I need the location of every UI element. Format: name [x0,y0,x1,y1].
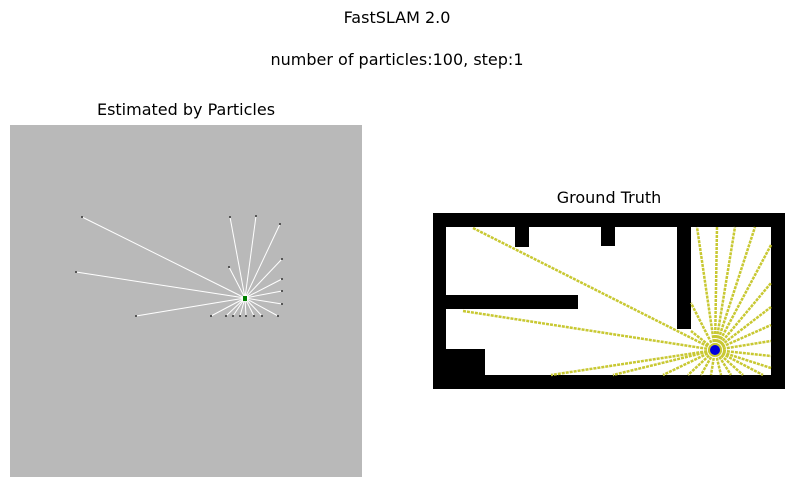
estimated-plot-canvas [75,215,283,317]
scan-ray [550,348,716,377]
scan-ray [81,216,246,299]
particle-scan-rays [75,215,283,317]
scan-ray [714,323,772,352]
map-wall [433,213,785,227]
map-obstacle [446,349,485,375]
scan-ray [687,349,716,376]
scan-ray [210,297,246,317]
landmark-point [281,278,283,280]
scan-ray [612,348,716,377]
scan-ray [714,349,744,376]
scan-ray [689,302,717,351]
map-obstacle [515,227,529,247]
ground-truth-map [433,213,785,389]
scan-ray [713,226,757,351]
scan-ray [472,226,716,352]
estimated-plot-title: Estimated by Particles [96,100,276,119]
scan-ray [714,339,772,352]
ground-truth-plot-area [433,213,785,389]
landmark-point [75,271,77,273]
figure-subtitle: number of particles:100, step:1 [270,50,524,69]
figure-title: FastSLAM 2.0 [343,8,451,27]
scan-ray [714,282,772,351]
scan-ray [244,223,281,299]
scan-ray [135,297,246,317]
robot-marker [710,345,720,355]
scan-ray [662,348,716,377]
landmark-point [228,266,230,268]
landmark-point [245,315,247,317]
scan-ray [244,290,283,299]
estimated-plot-area [10,125,362,477]
scan-ray [714,306,772,351]
scan-ray [244,297,279,317]
landmark-point [225,315,227,317]
map-wall [771,213,785,389]
landmark-point [279,223,281,225]
ground-truth-plot-title: Ground Truth [556,188,662,207]
landmark-point [281,290,283,292]
landmark-point [229,216,231,218]
scan-ray [228,266,246,299]
landmark-point [232,315,234,317]
scan-ray [714,348,772,358]
scan-ray [244,278,283,299]
scan-ray [244,297,263,317]
scan-ray [690,330,716,351]
landmark-point [277,315,279,317]
scan-ray [713,226,737,351]
map-obstacle [601,227,615,246]
scan-ray [75,271,246,299]
map-wall [433,213,446,389]
landmark-point [255,215,257,217]
landmark-point [281,303,283,305]
landmark-point [261,315,263,317]
scan-ray [229,216,246,299]
scan-ray [225,297,246,317]
map-obstacle [677,227,691,329]
landmark-point [253,315,255,317]
scan-ray [244,297,283,305]
scan-ray [244,215,257,299]
landmark-point [210,315,212,317]
scan-ray [714,348,764,377]
scan-ray [713,226,719,351]
scan-ray [695,226,717,351]
landmark-point [239,315,241,317]
map-wall [433,375,785,389]
scan-ray [244,258,283,299]
scan-ray [462,309,716,352]
scan-ray [714,348,772,370]
particle-marker [243,296,247,301]
landmark-point [81,216,83,218]
landmark-point [281,258,283,260]
landmark-point [135,315,137,317]
map-obstacle [446,295,578,309]
